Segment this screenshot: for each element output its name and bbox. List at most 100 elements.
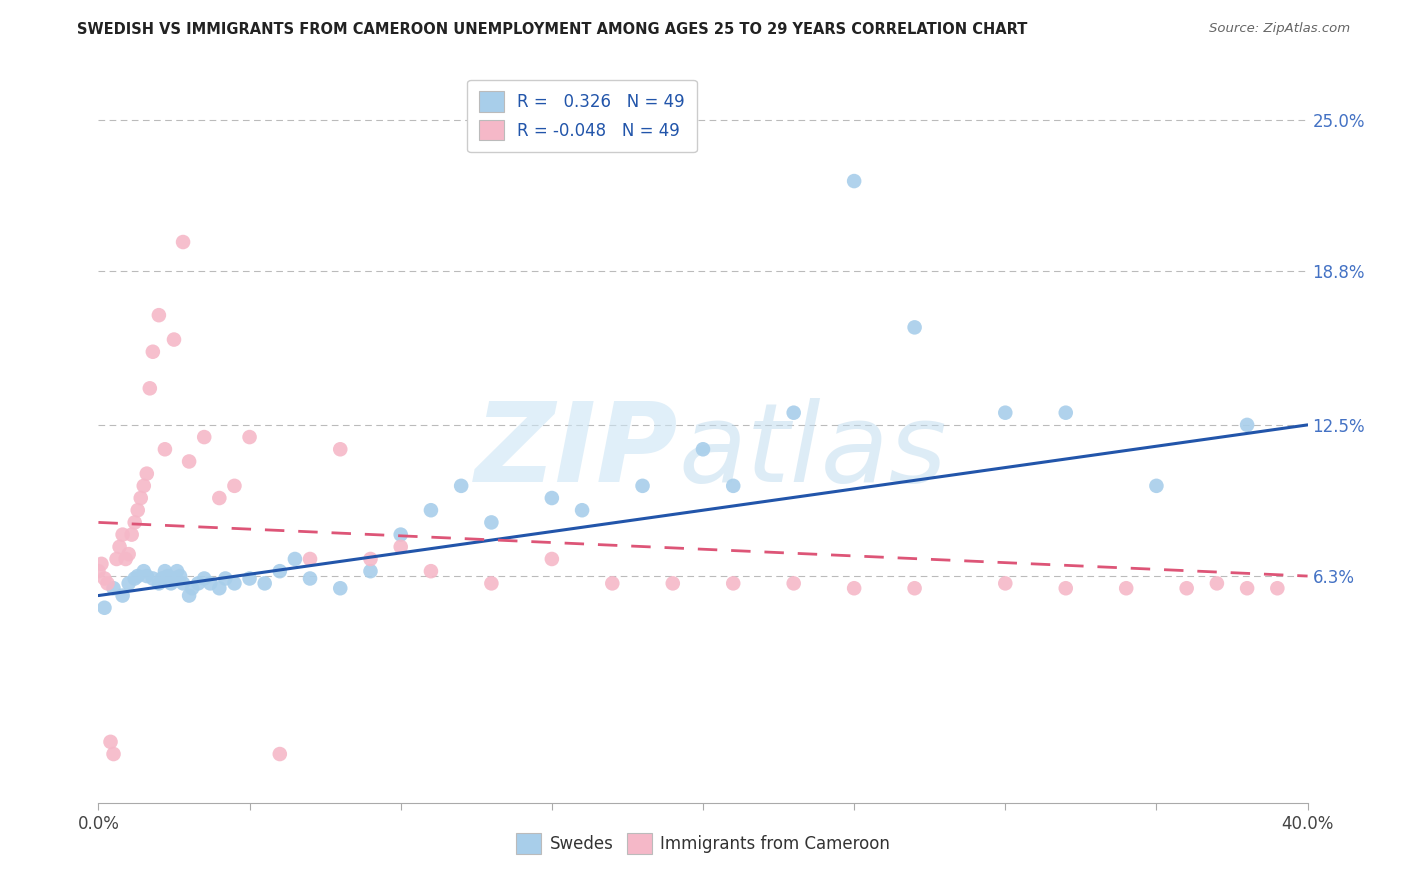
Point xyxy=(329,581,352,595)
Point xyxy=(329,442,352,457)
Point xyxy=(129,491,152,505)
Point xyxy=(153,564,176,578)
Point xyxy=(1054,581,1077,595)
Point xyxy=(150,572,173,586)
Point xyxy=(172,235,194,249)
Point xyxy=(100,735,122,749)
Point xyxy=(299,572,322,586)
Point xyxy=(389,540,412,554)
Point xyxy=(208,491,231,505)
Point xyxy=(360,564,382,578)
Point xyxy=(172,576,194,591)
Point xyxy=(224,479,246,493)
Point xyxy=(135,569,157,583)
Point xyxy=(111,527,134,541)
Point xyxy=(420,503,443,517)
Point xyxy=(139,381,162,395)
Point xyxy=(723,576,745,591)
Point xyxy=(90,557,112,571)
Point xyxy=(253,576,276,591)
Point xyxy=(269,747,291,761)
Point xyxy=(124,516,146,530)
Point xyxy=(132,564,155,578)
Point xyxy=(723,479,745,493)
Point xyxy=(121,527,143,541)
Point xyxy=(93,600,115,615)
Point xyxy=(299,552,322,566)
Point xyxy=(181,581,204,595)
Point xyxy=(163,333,186,347)
Point xyxy=(1236,581,1258,595)
Point xyxy=(420,564,443,578)
Point xyxy=(239,572,262,586)
Point xyxy=(114,552,136,566)
Text: SWEDISH VS IMMIGRANTS FROM CAMEROON UNEMPLOYMENT AMONG AGES 25 TO 29 YEARS CORRE: SWEDISH VS IMMIGRANTS FROM CAMEROON UNEM… xyxy=(77,22,1028,37)
Point xyxy=(783,406,806,420)
Point xyxy=(1236,417,1258,432)
Point xyxy=(87,564,110,578)
Point xyxy=(389,527,412,541)
Point xyxy=(994,406,1017,420)
Text: Source: ZipAtlas.com: Source: ZipAtlas.com xyxy=(1209,22,1350,36)
Point xyxy=(93,572,115,586)
Point xyxy=(135,467,157,481)
Point xyxy=(360,552,382,566)
Point xyxy=(148,576,170,591)
Point xyxy=(200,576,222,591)
Point xyxy=(214,572,236,586)
Point xyxy=(1144,479,1167,493)
Text: ZIP: ZIP xyxy=(475,398,679,505)
Point xyxy=(160,576,183,591)
Point xyxy=(1175,581,1198,595)
Point xyxy=(105,552,128,566)
Point xyxy=(96,576,118,591)
Point xyxy=(103,747,125,761)
Text: atlas: atlas xyxy=(679,398,948,505)
Point xyxy=(844,581,866,595)
Point xyxy=(540,491,562,505)
Point xyxy=(148,308,170,322)
Point xyxy=(118,576,141,591)
Legend: Swedes, Immigrants from Cameroon: Swedes, Immigrants from Cameroon xyxy=(509,827,897,860)
Point xyxy=(193,572,215,586)
Point xyxy=(103,581,125,595)
Point xyxy=(156,569,179,583)
Point xyxy=(224,576,246,591)
Point xyxy=(179,454,201,468)
Point xyxy=(187,576,209,591)
Point xyxy=(904,581,927,595)
Point xyxy=(631,479,654,493)
Point xyxy=(540,552,562,566)
Point xyxy=(142,344,165,359)
Point xyxy=(269,564,291,578)
Point xyxy=(127,503,149,517)
Point xyxy=(450,479,472,493)
Point xyxy=(153,442,176,457)
Point xyxy=(163,572,186,586)
Point xyxy=(1115,581,1137,595)
Point xyxy=(239,430,262,444)
Point xyxy=(142,572,165,586)
Point xyxy=(179,589,201,603)
Point xyxy=(844,174,866,188)
Point xyxy=(571,503,593,517)
Point xyxy=(1054,406,1077,420)
Point xyxy=(284,552,307,566)
Point xyxy=(132,479,155,493)
Point xyxy=(208,581,231,595)
Point xyxy=(904,320,927,334)
Point xyxy=(1206,576,1229,591)
Point xyxy=(118,547,141,561)
Point xyxy=(661,576,683,591)
Point xyxy=(166,564,188,578)
Point xyxy=(124,572,146,586)
Point xyxy=(994,576,1017,591)
Point xyxy=(783,576,806,591)
Point xyxy=(169,569,191,583)
Point xyxy=(602,576,624,591)
Point xyxy=(1267,581,1289,595)
Point xyxy=(193,430,215,444)
Point xyxy=(111,589,134,603)
Point xyxy=(127,569,149,583)
Point xyxy=(692,442,714,457)
